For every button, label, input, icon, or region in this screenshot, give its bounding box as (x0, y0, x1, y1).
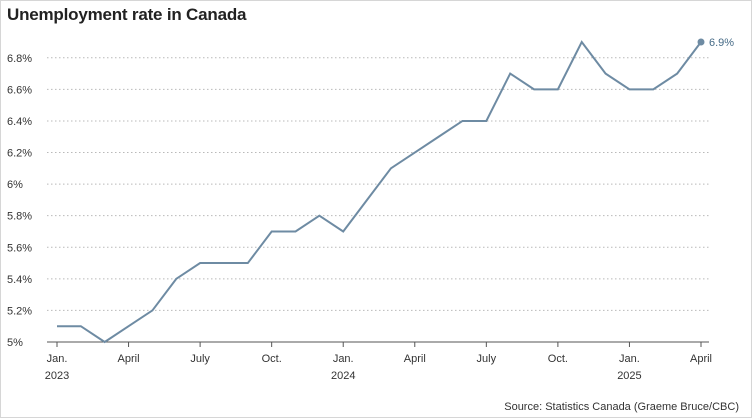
x-tick-label: April (690, 353, 712, 365)
y-tick-label: 5.4% (7, 274, 32, 286)
y-tick-label: 6.8% (7, 53, 32, 65)
x-tick-year-label: 2025 (617, 370, 641, 382)
source-note: Source: Statistics Canada (Graeme Bruce/… (504, 401, 739, 413)
end-point-marker (697, 38, 705, 46)
x-tick-label: Jan. (333, 353, 354, 365)
x-tick-label: Jan. (47, 353, 68, 365)
x-tick-label: July (477, 353, 497, 365)
x-tick-year-label: 2023 (45, 370, 69, 382)
x-tick-label: July (190, 353, 210, 365)
end-value-label: 6.9% (709, 37, 734, 49)
x-tick-label: April (118, 353, 140, 365)
chart-title: Unemployment rate in Canada (7, 5, 247, 24)
y-tick-label: 5.2% (7, 305, 32, 317)
series-line (57, 40, 702, 344)
x-tick-year-label: 2024 (331, 370, 355, 382)
y-tick-label: 6% (7, 179, 23, 191)
y-tick-label: 6.2% (7, 148, 32, 160)
y-tick-label: 6.6% (7, 84, 32, 96)
y-tick-label: 5.6% (7, 242, 32, 254)
x-tick-label: Oct. (262, 353, 282, 365)
y-tick-label: 5% (7, 337, 23, 349)
x-tick-label: Oct. (548, 353, 568, 365)
y-tick-label: 6.4% (7, 116, 32, 128)
x-tick-label: April (404, 353, 426, 365)
y-tick-label: 5.8% (7, 211, 32, 223)
x-tick-label: Jan. (619, 353, 640, 365)
